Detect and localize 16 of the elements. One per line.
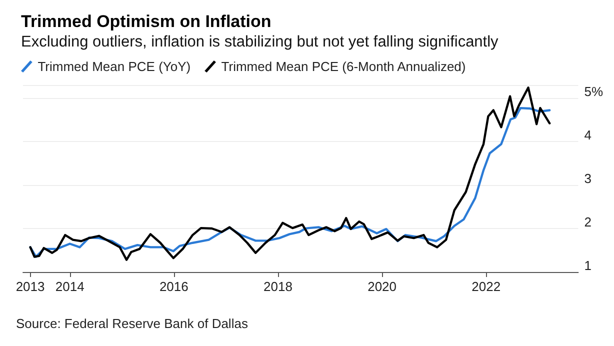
- y-tick-label: 4: [584, 128, 592, 143]
- y-tick-label: 5%: [584, 84, 604, 100]
- chart-title: Trimmed Optimism on Inflation: [21, 12, 272, 31]
- source-note: Source: Federal Reserve Bank of Dallas: [16, 316, 248, 331]
- legend-label: Trimmed Mean PCE (YoY): [38, 59, 191, 74]
- chart-subtitle: Excluding outliers, inflation is stabilizing but not yet falling significantly: [21, 34, 499, 50]
- legend-label: Trimmed Mean PCE (6-Month Annualized): [221, 59, 466, 74]
- x-tick-label: 2022: [472, 279, 501, 294]
- x-tick-label: 2018: [264, 279, 292, 294]
- y-tick-label: 2: [584, 214, 592, 230]
- y-tick-label: 3: [584, 171, 592, 186]
- x-tick-label: 2016: [159, 279, 188, 294]
- x-tick-label: 2020: [368, 279, 396, 294]
- x-tick-label: 2014: [55, 279, 84, 294]
- y-tick-label: 1: [584, 258, 592, 273]
- x-tick-label: 2013: [16, 279, 45, 294]
